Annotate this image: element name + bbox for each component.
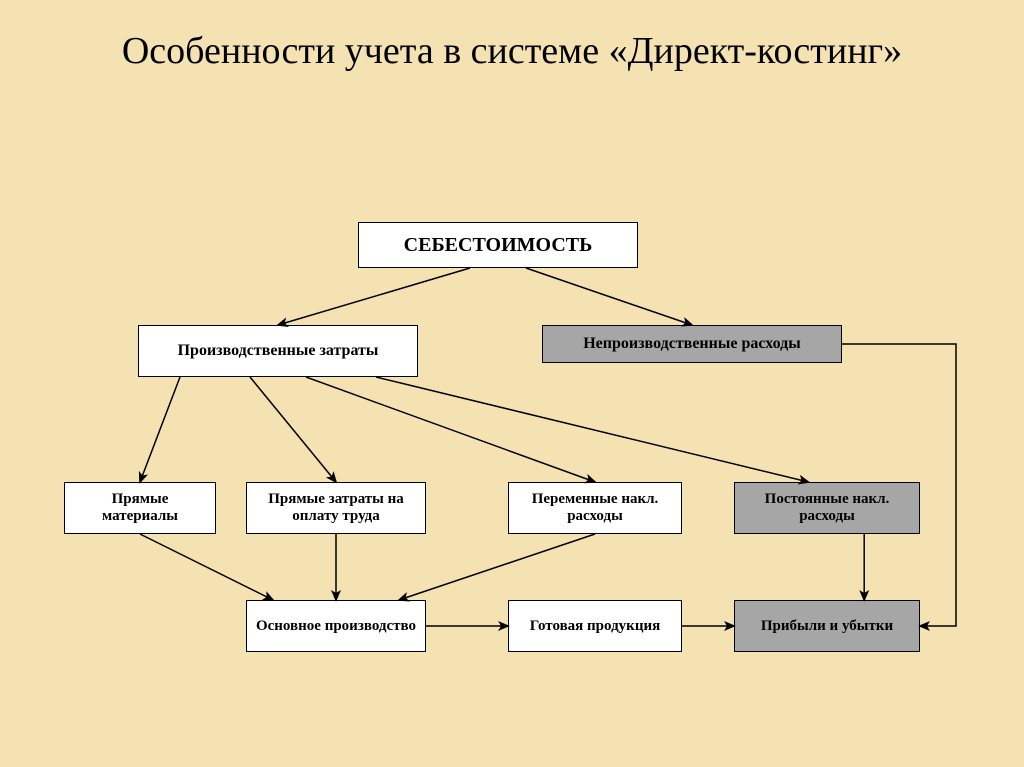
- node-direct-materials: Прямые материалы: [64, 482, 216, 534]
- node-label: Готовая продукция: [530, 618, 660, 635]
- node-label: Переменные накл. расходы: [517, 491, 673, 525]
- node-label: Непроизводственные расходы: [583, 335, 801, 353]
- node-label: СЕБЕСТОИМОСТЬ: [404, 234, 593, 257]
- node-variable-overhead: Переменные накл. расходы: [508, 482, 682, 534]
- node-finished-goods: Готовая продукция: [508, 600, 682, 652]
- node-fixed-overhead: Постоянные накл. расходы: [734, 482, 920, 534]
- node-label: Постоянные накл. расходы: [743, 491, 911, 525]
- node-label: Прямые затраты на оплату труда: [255, 491, 417, 525]
- node-profit-loss: Прибыли и убытки: [734, 600, 920, 652]
- node-root: СЕБЕСТОИМОСТЬ: [358, 222, 638, 268]
- node-label: Основное производство: [256, 618, 416, 635]
- node-direct-labor: Прямые затраты на оплату труда: [246, 482, 426, 534]
- node-production-costs: Производственные затраты: [138, 325, 418, 377]
- node-label: Прибыли и убытки: [761, 618, 893, 635]
- node-label: Прямые материалы: [73, 491, 207, 525]
- page-title: Особенности учета в системе «Директ-кост…: [0, 28, 1024, 76]
- node-main-production: Основное производство: [246, 600, 426, 652]
- node-nonproduction-expenses: Непроизводственные расходы: [542, 325, 842, 363]
- node-label: Производственные затраты: [178, 342, 379, 360]
